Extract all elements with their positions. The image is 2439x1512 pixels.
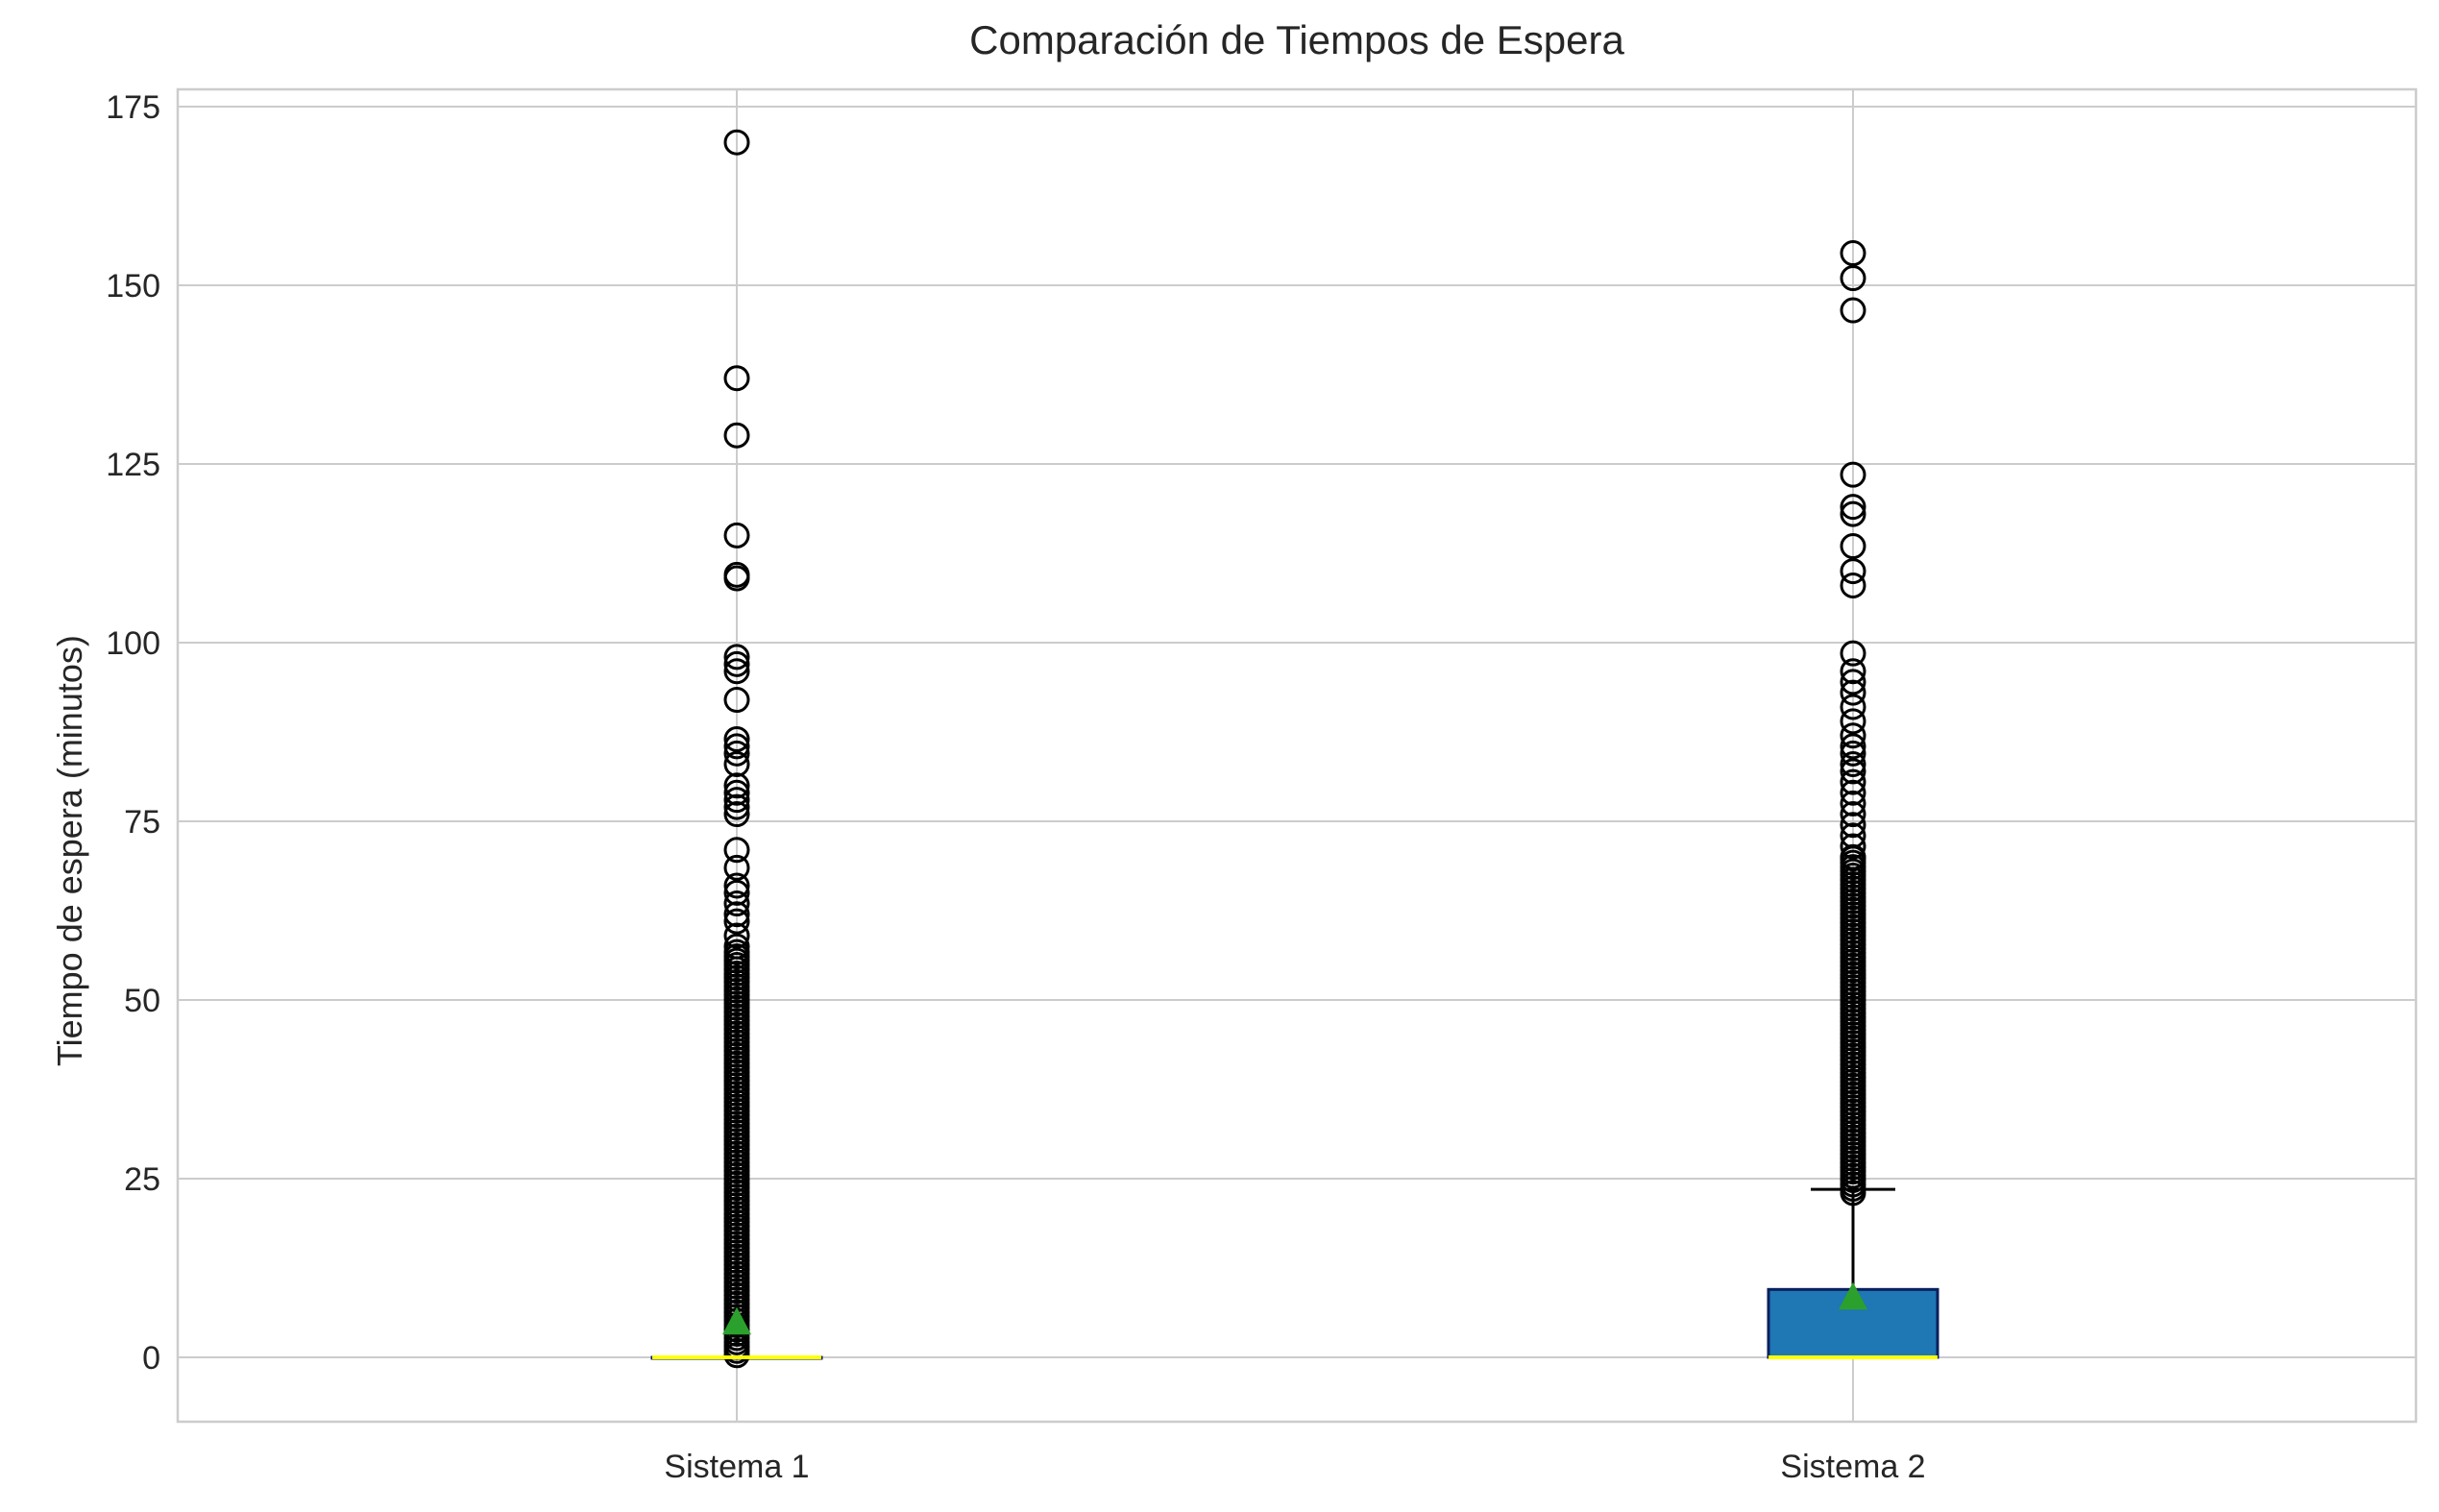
- chart-title: Comparación de Tiempos de Espera: [969, 17, 1624, 62]
- plot-frame: [176, 87, 2418, 1424]
- flier-point: [723, 725, 750, 752]
- flier-point: [1840, 812, 1866, 839]
- flier-point: [723, 908, 750, 935]
- y-tick-label: 0: [142, 1340, 160, 1377]
- y-tick-label: 25: [124, 1161, 160, 1198]
- flier-point: [1840, 768, 1866, 795]
- flier-point: [723, 922, 750, 949]
- flier-point: [723, 772, 750, 799]
- flier-point: [723, 687, 750, 714]
- flier-point: [1840, 843, 1866, 870]
- flier-point: [1840, 822, 1866, 849]
- flier-point: [723, 129, 750, 156]
- flier-point: [1840, 758, 1866, 785]
- flier-point: [1840, 833, 1866, 860]
- flier-point: [723, 890, 750, 917]
- flier-point: [723, 644, 750, 671]
- flier-point: [1840, 740, 1866, 767]
- flier-point: [1840, 500, 1866, 527]
- y-tick-label: 75: [124, 804, 160, 841]
- flier-point: [723, 901, 750, 928]
- flier-point: [1840, 679, 1866, 706]
- flier-point: [1840, 265, 1866, 292]
- flier-point: [1840, 801, 1866, 828]
- x-tick-label: Sistema 1: [664, 1449, 809, 1485]
- flier-point: [1840, 297, 1866, 324]
- y-tick-label: 50: [124, 983, 160, 1019]
- flier-point: [723, 522, 750, 549]
- flier-point: [1840, 722, 1866, 749]
- y-tick-label: 175: [106, 89, 160, 126]
- x-tick-label: Sistema 2: [1780, 1449, 1925, 1485]
- flier-point: [723, 650, 750, 677]
- y-tick-label: 100: [106, 625, 160, 662]
- flier-point: [1840, 640, 1866, 667]
- y-tick-label: 125: [106, 447, 160, 483]
- flier-point: [723, 422, 750, 449]
- flier-point: [1840, 750, 1866, 777]
- flier-point: [723, 801, 750, 828]
- flier-point: [1840, 461, 1866, 488]
- flier-point: [1840, 558, 1866, 585]
- flier-point: [1840, 790, 1866, 817]
- flier-point: [1840, 733, 1866, 760]
- flier-point: [1840, 694, 1866, 720]
- flier-point: [723, 879, 750, 906]
- flier-point: [723, 658, 750, 685]
- flier-point: [723, 733, 750, 760]
- flier-point: [1840, 658, 1866, 685]
- flier-point: [723, 854, 750, 881]
- mean-marker: [722, 1306, 751, 1335]
- flier-point: [1840, 708, 1866, 735]
- flier-point: [1840, 572, 1866, 598]
- flier-point: [723, 365, 750, 392]
- flier-point: [1840, 533, 1866, 560]
- mean-marker: [1839, 1281, 1867, 1310]
- flier-point: [723, 779, 750, 806]
- flier-point: [723, 740, 750, 767]
- flier-point: [723, 872, 750, 899]
- flier-point: [723, 787, 750, 814]
- y-tick-label: 150: [106, 268, 160, 305]
- flier-point: [1840, 494, 1866, 521]
- flier-point: [723, 565, 750, 592]
- flier-point: [723, 837, 750, 864]
- flier-point: [723, 793, 750, 820]
- flier-point: [1840, 240, 1866, 267]
- flier-point: [1840, 669, 1866, 695]
- flier-point: [723, 750, 750, 777]
- flier-point: [1840, 779, 1866, 806]
- flier-point: [723, 933, 750, 960]
